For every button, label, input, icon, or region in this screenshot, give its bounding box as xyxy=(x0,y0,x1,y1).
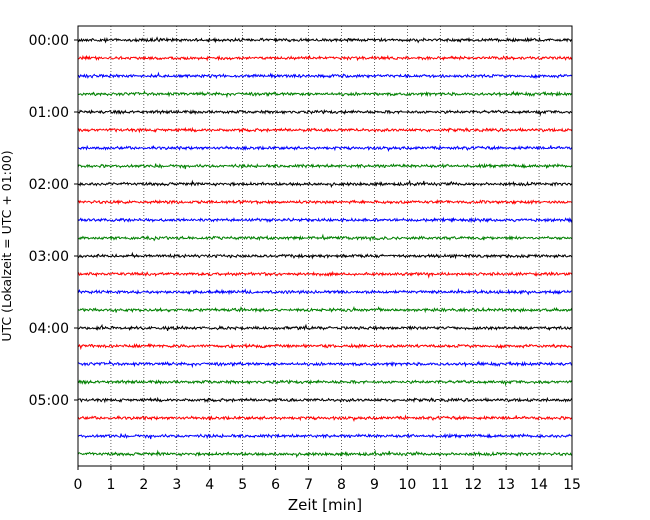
trace-0530 xyxy=(77,432,573,440)
trace-0300 xyxy=(77,251,573,260)
trace-0145 xyxy=(77,162,573,170)
y-tick-label-0: 00:00 xyxy=(29,33,69,49)
x-tick-label-13: 13 xyxy=(497,477,515,493)
trace-0330 xyxy=(77,288,573,296)
x-tick-label-1: 1 xyxy=(106,477,115,493)
trace-0115 xyxy=(77,126,573,134)
y-tick-label-3: 03:00 xyxy=(29,249,69,265)
x-tick-label-6: 6 xyxy=(271,477,280,493)
x-tick-label-14: 14 xyxy=(530,477,548,493)
trace-0245 xyxy=(77,233,573,242)
x-tick-label-11: 11 xyxy=(431,477,449,493)
trace-0100 xyxy=(77,108,572,117)
trace-0345 xyxy=(77,306,573,314)
trace-0015 xyxy=(77,54,573,62)
x-tick-label-5: 5 xyxy=(238,477,247,493)
trace-0200 xyxy=(77,179,573,189)
trace-0400 xyxy=(77,323,573,332)
trace-0215 xyxy=(77,199,573,206)
trace-0045 xyxy=(77,89,573,99)
plot-background xyxy=(78,26,572,466)
x-tick-label-0: 0 xyxy=(74,477,83,493)
trace-0415 xyxy=(77,342,573,351)
trace-0515 xyxy=(77,414,573,423)
y-tick-label-5: 05:00 xyxy=(29,393,69,409)
trace-0500 xyxy=(77,396,573,404)
trace-0030 xyxy=(77,71,573,80)
y-axis-label: UTC (Lokalzeit = UTC + 01:00) xyxy=(0,150,14,341)
x-axis-ticks: 0 1 2 3 4 5 6 7 8 9 10 11 12 13 14 15 xyxy=(74,466,581,493)
trace-0230 xyxy=(77,216,573,224)
x-tick-label-4: 4 xyxy=(205,477,214,493)
y-axis-ticks: 00:00 01:00 02:00 03:00 04:00 05:00 xyxy=(29,33,78,409)
x-tick-label-8: 8 xyxy=(337,477,346,493)
x-tick-label-12: 12 xyxy=(464,477,482,493)
seismic-traces xyxy=(77,36,573,459)
trace-0545 xyxy=(77,449,573,459)
x-tick-label-10: 10 xyxy=(398,477,416,493)
trace-0130 xyxy=(77,144,573,153)
x-tick-label-7: 7 xyxy=(304,477,313,493)
x-tick-label-15: 15 xyxy=(563,477,581,493)
trace-0000 xyxy=(77,36,573,44)
y-tick-label-4: 04:00 xyxy=(29,321,69,337)
x-tick-label-9: 9 xyxy=(370,477,379,493)
plot-frame xyxy=(77,25,573,467)
trace-0445 xyxy=(77,379,573,387)
x-tick-label-3: 3 xyxy=(172,477,181,493)
trace-0430 xyxy=(77,359,573,369)
y-tick-label-1: 01:00 xyxy=(29,105,69,121)
x-axis-label: Zeit [min] xyxy=(288,496,362,514)
x-tick-label-2: 2 xyxy=(139,477,148,493)
trace-0315 xyxy=(77,270,573,279)
vertical-grid xyxy=(110,26,540,466)
y-tick-label-2: 02:00 xyxy=(29,177,69,193)
